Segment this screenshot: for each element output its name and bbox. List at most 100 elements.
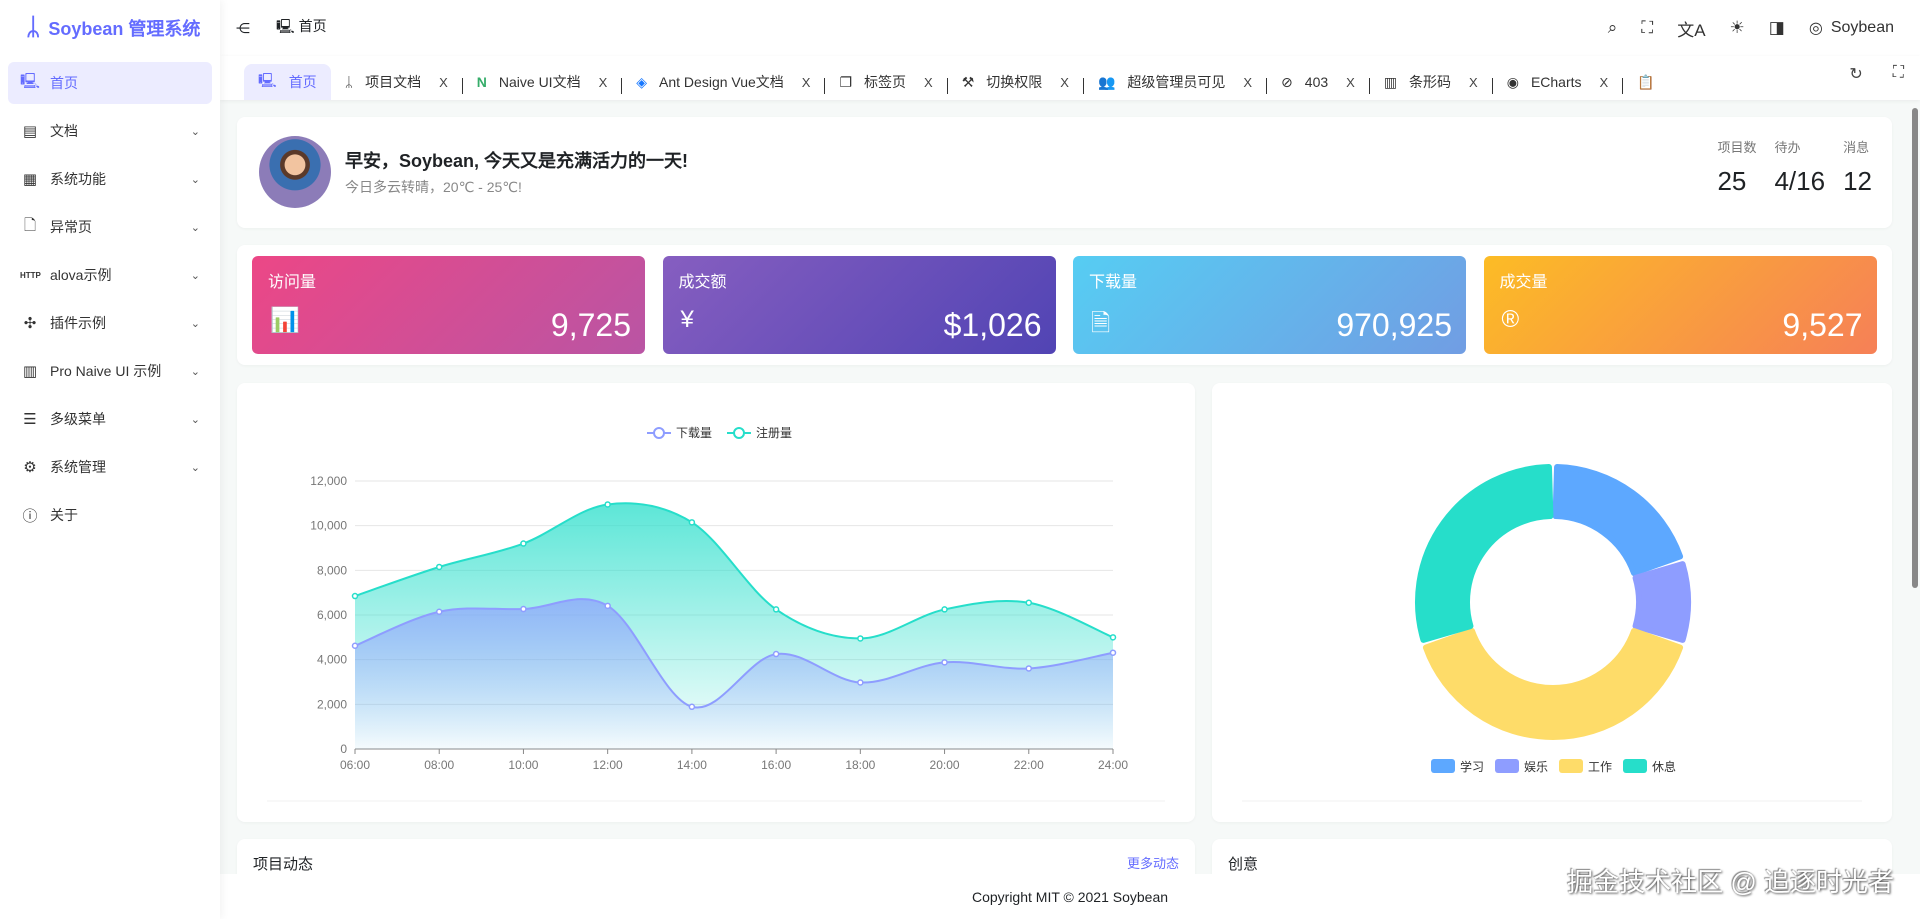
tab[interactable]: ⚒ 切换权限 X: [948, 64, 1083, 100]
pie-slice[interactable]: [1422, 628, 1684, 740]
data-point[interactable]: [688, 703, 696, 711]
data-point[interactable]: [772, 606, 780, 613]
data-point[interactable]: [435, 608, 443, 616]
legend-swatch[interactable]: [1495, 759, 1519, 773]
theme-sun-icon[interactable]: ☀: [1729, 18, 1745, 37]
tab-close-icon[interactable]: X: [1243, 74, 1253, 90]
data-point[interactable]: [941, 606, 948, 613]
chevron-down-icon[interactable]: ⌄: [190, 365, 200, 378]
sidebar-item[interactable]: 🗋 异常页 ⌄: [8, 206, 212, 248]
sidebar-item[interactable]: ▥ Pro Naive UI 示例 ⌄: [8, 350, 212, 392]
user-menu[interactable]: ◎ Soybean: [1809, 18, 1894, 38]
sidebar-item-label: 文档: [50, 123, 78, 139]
tab-close-icon[interactable]: X: [598, 74, 608, 90]
legend-swatch[interactable]: [1623, 759, 1647, 773]
data-point[interactable]: [1109, 649, 1117, 656]
collapse-menu-icon[interactable]: ⋲: [236, 19, 250, 36]
tab-close-icon[interactable]: X: [1469, 74, 1478, 90]
tab-label: 403: [1304, 74, 1329, 90]
tab-close-icon[interactable]: X: [1060, 74, 1069, 90]
tab[interactable]: ᛦ 项目文档 X: [331, 64, 462, 100]
tab-label: Naive UI文档: [498, 74, 581, 90]
y-tick-label: 12,000: [310, 474, 347, 488]
chevron-down-icon[interactable]: ⌄: [190, 173, 200, 186]
sidebar-item[interactable]: ▤ 文档 ⌄: [8, 110, 212, 152]
tab-close-icon[interactable]: X: [1599, 74, 1609, 90]
tab-close-icon[interactable]: X: [924, 74, 933, 90]
data-point[interactable]: [857, 679, 864, 686]
scrollbar[interactable]: [1912, 108, 1918, 588]
data-point[interactable]: [1109, 634, 1117, 641]
language-icon[interactable]: 文A: [1677, 20, 1706, 40]
http-icon: HTTP: [20, 270, 41, 280]
sidebar-item[interactable]: ⚙ 系统管理 ⌄: [8, 446, 212, 488]
sidebar-item[interactable]: ▦ 系统功能 ⌄: [8, 158, 212, 200]
tab[interactable]: ❐ 标签页 X: [825, 64, 946, 100]
clipboard-icon[interactable]: 📋: [1637, 73, 1655, 90]
tab[interactable]: ◉ ECharts X: [1493, 64, 1622, 100]
tab[interactable]: ⊘ 403 X: [1267, 64, 1369, 100]
data-point[interactable]: [351, 592, 359, 600]
sidebar-item[interactable]: ☰ 多级菜单 ⌄: [8, 398, 212, 440]
tab[interactable]: ▥ 条形码 X: [1370, 64, 1492, 100]
tab-icon: ❐: [839, 73, 853, 90]
pie-slice[interactable]: [1632, 561, 1691, 643]
legend-swatch[interactable]: [1431, 759, 1455, 773]
data-point[interactable]: [520, 540, 527, 547]
stat-value: 25: [1717, 166, 1747, 196]
tab[interactable]: N Naive UI文档 X: [463, 64, 621, 100]
chevron-down-icon[interactable]: ⌄: [190, 221, 200, 234]
data-point[interactable]: [941, 659, 948, 666]
sidebar-item-label: 关于: [50, 507, 78, 523]
tab[interactable]: 👥 超级管理员可见 X: [1084, 64, 1266, 100]
x-tick-label: 20:00: [930, 758, 960, 772]
data-point[interactable]: [688, 519, 696, 526]
barcode-icon: ▥: [1383, 73, 1398, 90]
data-point[interactable]: [604, 501, 611, 508]
y-tick-label: 0: [340, 742, 347, 756]
legend-label: 学习: [1460, 759, 1484, 774]
fullscreen-content-icon[interactable]: ⛶: [1892, 64, 1904, 81]
data-point[interactable]: [1025, 665, 1033, 672]
legend-swatch[interactable]: [1559, 759, 1583, 773]
search-icon[interactable]: ⌕: [1607, 18, 1618, 37]
tab[interactable]: 🖳 首页: [244, 64, 331, 100]
chevron-down-icon[interactable]: ⌄: [190, 317, 200, 330]
tab[interactable]: ◈ Ant Design Vue文档 X: [622, 64, 824, 100]
sidebar-item[interactable]: HTTP alova示例 ⌄: [8, 254, 212, 296]
fullscreen-icon[interactable]: ⛶: [1641, 18, 1654, 37]
download-file-icon: 🗎: [1091, 310, 1111, 337]
forbidden-icon: ⊘: [1281, 73, 1293, 90]
pie-slice[interactable]: [1415, 464, 1554, 643]
data-point[interactable]: [351, 642, 359, 650]
data-point[interactable]: [1025, 599, 1033, 606]
tab-close-icon[interactable]: X: [1346, 74, 1355, 90]
reload-icon[interactable]: ↻: [1849, 66, 1863, 83]
chevron-down-icon[interactable]: ⌄: [190, 413, 200, 426]
data-point[interactable]: [604, 602, 611, 610]
legend-label: 下载量: [676, 426, 712, 440]
more-news-link[interactable]: 更多动态: [1126, 856, 1179, 871]
x-tick-label: 22:00: [1014, 758, 1044, 772]
stat-item: 项目数 25: [1717, 137, 1756, 197]
sidebar-item[interactable]: ✣ 插件示例 ⌄: [8, 302, 212, 344]
chevron-down-icon[interactable]: ⌄: [190, 125, 200, 138]
data-point[interactable]: [857, 635, 864, 642]
data-point[interactable]: [772, 650, 780, 658]
monitor-icon: 🖳: [258, 72, 277, 88]
tab-close-icon[interactable]: X: [801, 74, 811, 90]
chevron-down-icon[interactable]: ⌄: [190, 461, 200, 474]
legend-marker[interactable]: [733, 427, 745, 439]
legend-marker[interactable]: [653, 427, 665, 439]
app-logo[interactable]: ᛦ Soybean 管理系统: [0, 0, 220, 56]
sidebar-item[interactable]: 🖳 首页: [8, 62, 212, 104]
theme-config-icon[interactable]: ◨: [1768, 18, 1785, 37]
breadcrumb-item: 首页: [298, 18, 327, 34]
data-point[interactable]: [520, 605, 527, 613]
tab-close-icon[interactable]: X: [439, 74, 448, 90]
pie-slice[interactable]: [1552, 464, 1684, 576]
chevron-down-icon[interactable]: ⌄: [190, 269, 200, 282]
breadcrumb[interactable]: 🖳 首页: [276, 16, 327, 40]
data-point[interactable]: [435, 563, 443, 571]
sidebar-item[interactable]: ⓘ 关于: [8, 494, 212, 536]
